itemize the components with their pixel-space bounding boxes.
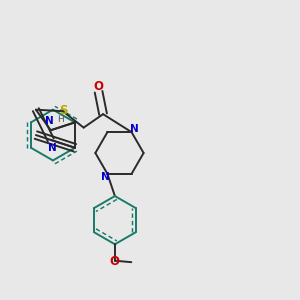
Text: N: N [45, 116, 54, 126]
Text: H: H [57, 115, 64, 124]
Text: N: N [48, 143, 57, 153]
Text: O: O [109, 255, 119, 268]
Text: S: S [59, 104, 68, 117]
Text: O: O [94, 80, 103, 93]
Text: N: N [130, 124, 138, 134]
Text: N: N [101, 172, 110, 182]
